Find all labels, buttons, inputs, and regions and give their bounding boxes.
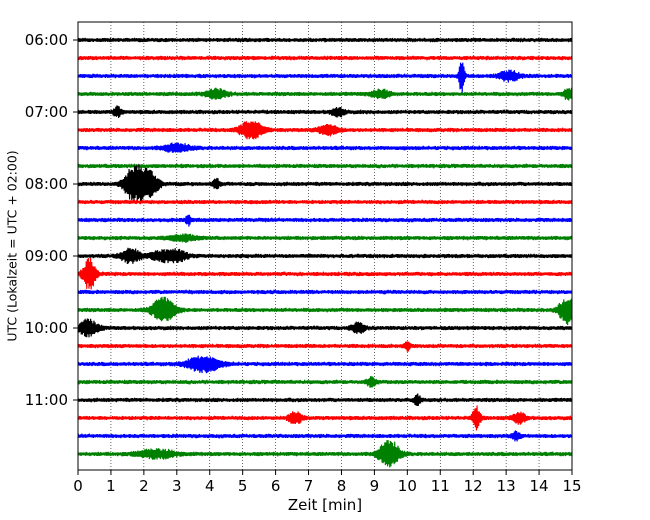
vertical-grid-lines [110,22,540,470]
trace-0800 [77,163,573,202]
trace-0900 [77,247,573,265]
trace-0715 [77,121,573,140]
x-tick-label: 7 [304,477,314,495]
trace-0830 [77,214,573,227]
trace-0600 [77,37,573,43]
trace-1130 [77,430,573,442]
trace-1015 [77,341,573,352]
x-tick-label: 2 [139,477,149,495]
trace-0630 [77,62,573,93]
plot-frame [77,21,573,471]
trace-1030 [77,355,573,374]
y-tick-label: 07:00 [25,103,68,121]
trace-0730 [77,142,573,153]
y-tick-label: 08:00 [25,175,68,193]
trace-1100 [77,393,573,406]
x-tick-label: 5 [238,477,248,495]
x-tick-label: 10 [398,477,417,495]
y-tick-label: 10:00 [25,319,68,337]
x-tick-label: 13 [497,477,516,495]
y-tick-label: 09:00 [25,247,68,265]
x-tick-label: 6 [271,477,281,495]
x-tick-label: 11 [431,477,450,495]
trace-0615 [77,55,573,61]
seismic-traces [77,37,573,468]
y-tick-label: 11:00 [25,391,68,409]
trace-0845 [77,233,573,243]
x-tick-label: 4 [205,477,215,495]
x-axis-label: Zeit [min] [288,496,362,514]
y-axis-label: UTC (Lokalzeit = UTC + 02:00) [4,150,19,341]
trace-0815 [77,199,573,205]
trace-0930 [77,289,573,295]
trace-1045 [77,376,573,388]
trace-0745 [77,163,573,169]
x-tick-label: 8 [337,477,347,495]
x-tick-label: 1 [106,477,116,495]
trace-1115 [77,405,573,431]
x-tick-label: 0 [73,477,83,495]
trace-0645 [77,87,573,101]
x-tick-label: 9 [370,477,380,495]
trace-1000 [77,318,573,338]
trace-0945 [77,296,573,326]
x-tick-label: 12 [464,477,483,495]
y-tick-label: 06:00 [25,31,68,49]
y-axis-ticks: 06:00 07:00 08:00 09:00 10:00 11:00 [25,31,78,409]
x-tick-label: 15 [562,477,581,495]
x-axis-ticks: 0 1 2 3 4 5 6 7 8 9 10 11 12 13 14 15 [73,470,582,495]
trace-1145 [77,440,573,468]
trace-0700 [77,105,573,118]
trace-0915 [77,257,573,290]
x-tick-label: 3 [172,477,182,495]
x-tick-label: 14 [530,477,549,495]
